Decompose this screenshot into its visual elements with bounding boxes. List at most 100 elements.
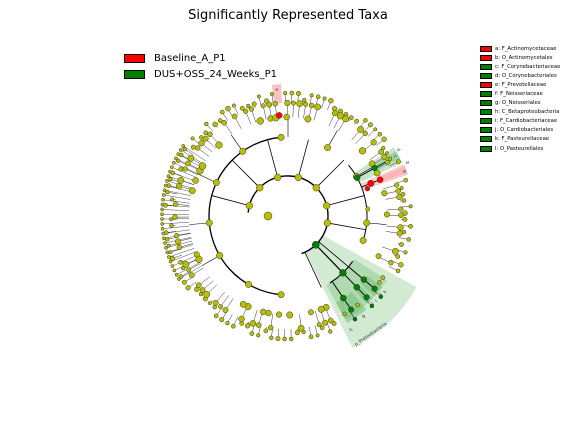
species-node [204, 121, 209, 127]
leaf-branch [162, 225, 190, 229]
phylum-node [263, 211, 273, 221]
genus-node [398, 206, 404, 212]
species-node [160, 222, 165, 226]
species-node [251, 101, 257, 107]
species-node [212, 121, 218, 128]
cardiobacteriales-node [353, 283, 361, 291]
species-node [289, 336, 294, 342]
species-node [160, 207, 165, 212]
species-node [178, 260, 183, 265]
genus-node [396, 193, 403, 201]
family-node [283, 113, 290, 121]
leaf-branch [162, 222, 190, 225]
clade-legend-item: g: O_Neisseriales [480, 99, 560, 108]
main-legend: Baseline_A_P1 DUS+OSS_24_Weeks_P1 [124, 50, 277, 82]
genus-node [188, 272, 195, 279]
species-node [294, 330, 300, 336]
genus-node [238, 315, 245, 323]
species-node [408, 204, 413, 209]
species-node [178, 148, 183, 152]
chart-title: Significantly Represented Taxa [188, 8, 388, 23]
family-node [358, 147, 367, 155]
genus-node [370, 139, 377, 146]
species-node [168, 259, 173, 264]
class-branch [327, 222, 366, 231]
species-node [403, 177, 408, 183]
sector-label-g: g [361, 314, 366, 320]
class-branch [211, 195, 250, 207]
class-branch [316, 159, 345, 188]
sector-label-j: j [369, 301, 375, 307]
species-node [399, 242, 404, 247]
species-node [295, 90, 302, 96]
species-node [174, 156, 178, 161]
clade-highlight-prevotellaceae [271, 84, 283, 104]
sector-label-f: f [354, 317, 359, 323]
genus-node [342, 115, 350, 123]
species-node [263, 328, 269, 334]
clade-legend-item: b: O_Actinomycetales [480, 53, 560, 62]
genus-node [388, 259, 394, 266]
species-node [163, 183, 168, 188]
species-node [161, 197, 165, 202]
species-node [165, 250, 170, 255]
genus-node [218, 304, 223, 310]
genus-node [321, 319, 328, 326]
class-branch [326, 195, 365, 207]
clade-label: c: F_Corynebacteriaceae [495, 63, 561, 70]
leaf-branch [171, 167, 197, 178]
genus-node [291, 100, 296, 106]
species-node [402, 217, 408, 222]
proteobacteria-branch [315, 244, 344, 274]
class-node [245, 202, 254, 210]
family-node [256, 117, 264, 125]
species-node [363, 118, 368, 123]
species-node [217, 118, 223, 124]
genus-node [187, 154, 195, 162]
genus-node [248, 106, 255, 112]
family-node [188, 187, 196, 195]
species-node [319, 325, 325, 331]
clade-label: d: O_Corynebacteriales [495, 72, 557, 79]
clade-legend-item: a: F_Actinomycetaceae [480, 44, 560, 53]
order-node [359, 236, 367, 244]
family-node [381, 190, 388, 197]
family-node [260, 308, 267, 316]
species-node [328, 98, 334, 104]
species-node [161, 193, 166, 197]
pasteurellales-node [360, 276, 368, 283]
order-node [277, 133, 285, 141]
species-node [395, 159, 401, 165]
species-node [309, 93, 314, 98]
genus-node [362, 130, 368, 137]
species-node [373, 127, 378, 132]
species-node [406, 237, 412, 242]
leaf-branch [168, 248, 195, 258]
species-node [387, 156, 393, 161]
family-node [198, 162, 207, 170]
genus-node [231, 113, 238, 120]
leaf-branch [163, 199, 190, 204]
species-node [168, 169, 172, 174]
species-node [399, 186, 404, 191]
class-branch [297, 139, 309, 178]
order-ring-arc [348, 164, 368, 241]
species-node [256, 333, 261, 338]
legend-label-24-weeks: DUS+OSS_24_Weeks_P1 [154, 68, 278, 80]
genus-node [380, 275, 386, 280]
species-node [246, 103, 251, 109]
family-node [275, 311, 283, 318]
species-node [256, 94, 261, 99]
clade-label: e: F_Prevotellaceae [495, 81, 547, 88]
species-node [289, 90, 295, 96]
species-node [170, 255, 176, 262]
species-node [269, 335, 274, 341]
species-node [302, 97, 307, 103]
species-node [331, 321, 337, 326]
genus-node [391, 247, 399, 255]
species-node [395, 268, 401, 274]
family-node [265, 309, 272, 317]
species-node [315, 94, 321, 100]
clade-highlight-neisseriales [335, 291, 360, 314]
